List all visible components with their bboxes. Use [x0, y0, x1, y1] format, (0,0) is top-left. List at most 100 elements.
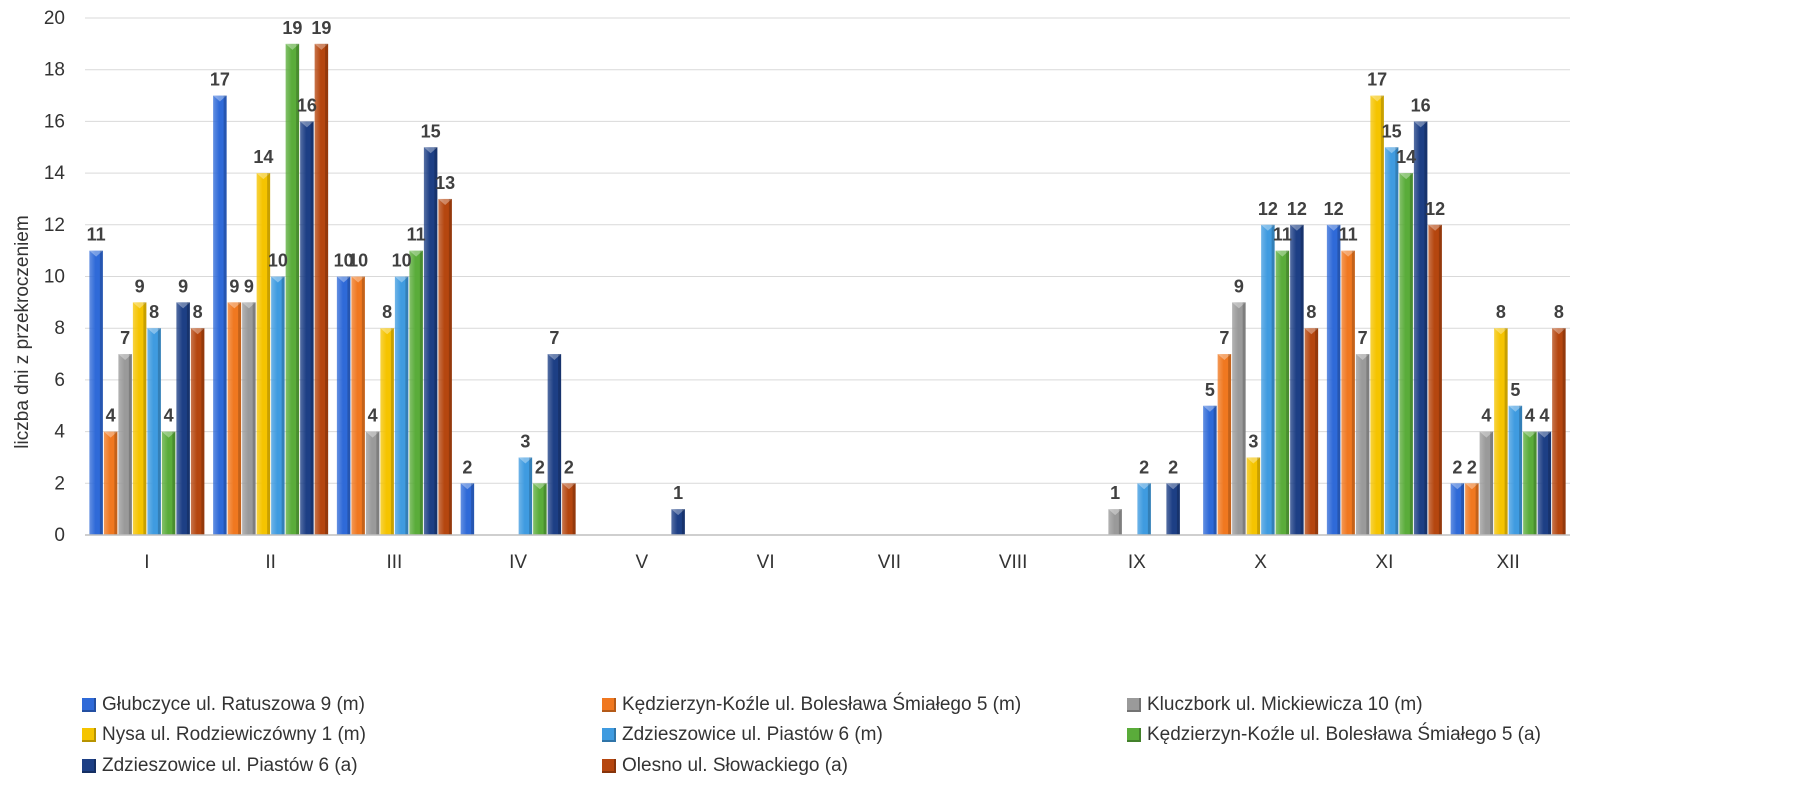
data-label: 10	[268, 251, 288, 271]
bar	[533, 483, 547, 535]
y-tick-label: 14	[44, 163, 66, 184]
data-label: 2	[564, 457, 574, 477]
bars	[89, 43, 1566, 536]
data-label: 9	[244, 276, 254, 296]
bar	[1108, 509, 1122, 535]
x-tick-label: IX	[1128, 552, 1146, 573]
bar	[89, 250, 103, 535]
y-tick-label: 0	[54, 525, 65, 546]
bar	[518, 457, 533, 535]
legend-label: Kędzierzyn-Koźle ul. Bolesława Śmiałego …	[1147, 724, 1541, 745]
bar	[190, 328, 205, 535]
bar	[1217, 354, 1232, 535]
bar	[336, 276, 351, 535]
data-label: 9	[135, 276, 145, 296]
data-label: 15	[1382, 121, 1402, 141]
bar	[409, 250, 423, 535]
bar	[460, 483, 475, 535]
data-label: 2	[1452, 457, 1462, 477]
data-label: 7	[1219, 328, 1229, 348]
legend-item: Kluczbork ul. Mickiewicza 10 (m)	[1127, 694, 1423, 716]
y-tick-label: 18	[44, 60, 65, 81]
data-label: 14	[253, 147, 273, 167]
bar	[300, 121, 314, 536]
data-label: 12	[1425, 199, 1445, 219]
data-label: 8	[1554, 302, 1564, 322]
bar	[438, 198, 452, 535]
data-label: 7	[549, 328, 559, 348]
bar	[1275, 250, 1290, 535]
bar	[227, 302, 242, 535]
x-tick-label: VII	[878, 552, 901, 573]
bar	[1428, 224, 1442, 536]
data-label: 12	[1258, 199, 1278, 219]
data-label: 9	[1234, 276, 1244, 296]
x-tick-label: VIII	[999, 552, 1028, 573]
bar	[1413, 121, 1428, 536]
data-label: 15	[421, 121, 441, 141]
bar	[132, 302, 147, 535]
data-label: 8	[1496, 302, 1506, 322]
data-label: 11	[1339, 225, 1358, 245]
data-label: 14	[1396, 147, 1416, 167]
data-label: 10	[334, 251, 354, 271]
bar	[423, 147, 438, 535]
legend-swatch	[1127, 728, 1141, 742]
bar	[1341, 250, 1355, 535]
data-label: 17	[210, 70, 230, 90]
data-label: 2	[1168, 457, 1178, 477]
x-tick-label: V	[636, 552, 649, 573]
data-label: 19	[282, 18, 302, 38]
data-label: 5	[1510, 380, 1520, 400]
y-axis-label: liczba dni z przekroczeniem	[12, 215, 33, 448]
bar	[1384, 147, 1399, 535]
data-label: 3	[520, 431, 530, 451]
legend-item: Głubczyce ul. Ratuszowa 9 (m)	[82, 694, 365, 716]
bar	[1326, 224, 1341, 536]
bar	[176, 302, 190, 535]
y-tick-label: 4	[54, 422, 65, 443]
x-tick-label: X	[1254, 552, 1267, 573]
data-label: 17	[1367, 70, 1387, 90]
bar	[1261, 224, 1275, 536]
bar	[256, 173, 271, 535]
legend-label: Nysa ul. Rodziewiczówny 1 (m)	[102, 724, 366, 745]
bar	[1246, 457, 1261, 535]
data-label: 10	[392, 251, 412, 271]
data-label: 5	[1205, 380, 1215, 400]
legend-item: Olesno ul. Słowackiego (a)	[602, 755, 848, 777]
x-tick-label: XII	[1497, 552, 1520, 573]
bar	[271, 276, 285, 535]
bar	[161, 431, 176, 535]
bar	[314, 43, 329, 535]
data-label: 12	[1287, 199, 1307, 219]
data-label: 8	[149, 302, 159, 322]
bar	[213, 95, 227, 536]
data-label: 4	[1525, 406, 1535, 426]
data-label: 10	[348, 251, 368, 271]
bar	[1508, 405, 1523, 535]
legend-swatch	[1127, 698, 1141, 712]
x-tick-label: I	[144, 552, 149, 573]
legend-label: Zdzieszowice ul. Piastów 6 (m)	[622, 724, 883, 745]
x-tick-label: XI	[1375, 552, 1393, 573]
legend-swatch	[82, 698, 96, 712]
data-label: 4	[1481, 406, 1491, 426]
legend-swatch	[82, 759, 96, 773]
data-label: 11	[87, 225, 106, 245]
y-tick-label: 6	[54, 370, 65, 391]
x-tick-label: VI	[757, 552, 775, 573]
bar	[1450, 483, 1465, 535]
x-tick-label: III	[386, 552, 402, 573]
bar	[103, 431, 118, 535]
data-label: 13	[435, 173, 455, 193]
legend-item: Kędzierzyn-Koźle ul. Bolesława Śmiałego …	[1127, 724, 1541, 746]
y-tick-label: 20	[44, 8, 65, 29]
data-label: 2	[535, 457, 545, 477]
bar	[1399, 173, 1413, 535]
y-axis-ticks: 0 2 4 6 8 10 12 14 16 18 20	[44, 8, 66, 546]
data-label: 7	[120, 328, 130, 348]
bar	[285, 43, 300, 535]
data-label: 1	[673, 483, 683, 503]
